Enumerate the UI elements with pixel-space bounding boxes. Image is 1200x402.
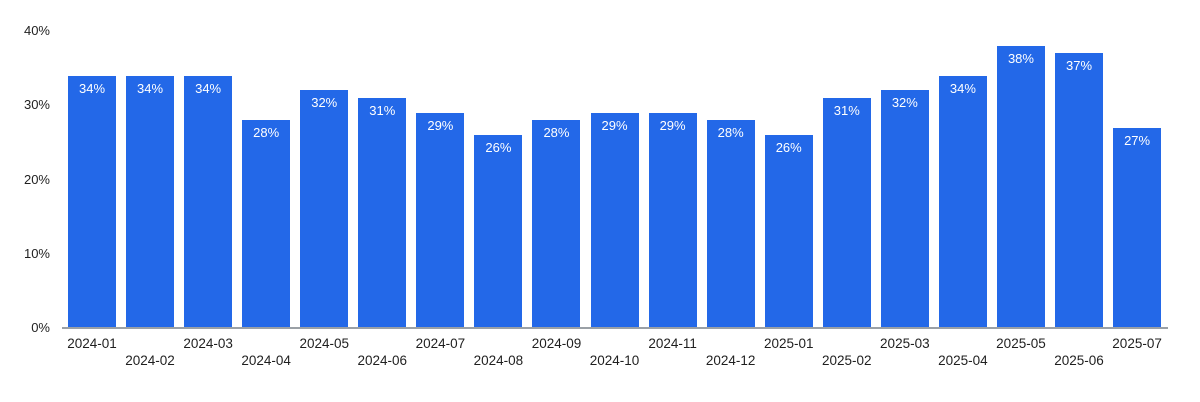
x-tick-label: 2024-09 (531, 336, 582, 351)
bar-value-label: 38% (1007, 50, 1034, 66)
bar-2024-08[interactable]: 26% (474, 134, 523, 328)
bar-value-label: 37% (1066, 58, 1093, 74)
bar-value-label: 31% (369, 102, 396, 118)
bar-value-label: 34% (137, 80, 164, 96)
bar-2025-05[interactable]: 38% (996, 45, 1045, 328)
bar-2024-12[interactable]: 28% (706, 120, 755, 328)
x-tick-label: 2024-11 (648, 336, 697, 351)
bar-value-label: 28% (253, 125, 280, 141)
bar-2024-11[interactable]: 29% (648, 112, 697, 328)
x-tick-label: 2024-03 (183, 336, 233, 351)
bar-2024-01[interactable]: 34% (68, 75, 116, 328)
bar-value-label: 28% (543, 125, 570, 141)
x-tick-label: 2025-06 (1054, 353, 1104, 368)
bar-2024-06[interactable]: 31% (358, 97, 407, 328)
y-tick-label: 30% (23, 97, 50, 113)
bar-value-label: 34% (78, 80, 106, 96)
x-tick-label: 2024-06 (357, 353, 408, 368)
x-tick-label: 2025-05 (996, 336, 1046, 351)
x-tick-label: 2024-08 (473, 353, 524, 368)
x-tick-label: 2024-10 (589, 353, 640, 368)
bar-value-label: 27% (1124, 132, 1151, 148)
bar-2024-05[interactable]: 32% (300, 90, 349, 328)
bar-value-label: 26% (485, 139, 512, 155)
bar-2024-03[interactable]: 34% (184, 75, 233, 328)
bar-value-label: 29% (601, 117, 628, 133)
bar-value-label: 29% (659, 117, 686, 133)
bar-value-label: 34% (195, 80, 222, 96)
y-tick-label: 40% (23, 23, 50, 38)
x-tick-label: 2025-01 (763, 336, 814, 351)
bar-value-label: 29% (427, 117, 454, 133)
x-tick-label: 2025-02 (821, 353, 872, 368)
y-tick-label: 10% (23, 245, 50, 261)
bar-2024-07[interactable]: 29% (416, 112, 465, 328)
x-tick-label: 2024-04 (241, 353, 291, 368)
bar-value-label: 32% (891, 95, 918, 111)
bar-2024-02[interactable]: 34% (126, 75, 175, 328)
bar-2024-10[interactable]: 29% (590, 112, 639, 328)
bar-value-label: 32% (311, 95, 338, 111)
x-tick-label: 2025-07 (1112, 336, 1162, 351)
x-tick-label: 2025-03 (880, 336, 930, 351)
y-tick-label: 20% (23, 171, 50, 187)
x-tick-label: 2024-02 (125, 353, 175, 368)
bar-value-label: 31% (833, 102, 860, 118)
bar-2024-04[interactable]: 28% (242, 120, 291, 328)
bar-2025-01[interactable]: 26% (764, 134, 813, 328)
bar-value-label: 26% (775, 139, 802, 155)
bar-2025-04[interactable]: 34% (938, 75, 987, 328)
x-tick-label: 2024-12 (705, 353, 756, 368)
x-tick-label: 2024-07 (415, 336, 466, 351)
bar-2025-06[interactable]: 37% (1055, 53, 1104, 328)
x-tick-label: 2024-05 (299, 336, 349, 351)
bar-value-label: 28% (717, 125, 744, 141)
bar-value-label: 34% (949, 80, 976, 96)
bar-2024-09[interactable]: 28% (532, 120, 581, 328)
x-tick-label: 2024-01 (67, 336, 117, 351)
y-tick-label: 0% (31, 320, 50, 335)
bar-2025-02[interactable]: 31% (822, 97, 871, 328)
x-axis-line (62, 327, 1168, 329)
bar-2025-03[interactable]: 32% (880, 90, 929, 328)
bar-2025-07[interactable]: 27% (1113, 127, 1162, 328)
x-tick-label: 2025-04 (938, 353, 988, 368)
